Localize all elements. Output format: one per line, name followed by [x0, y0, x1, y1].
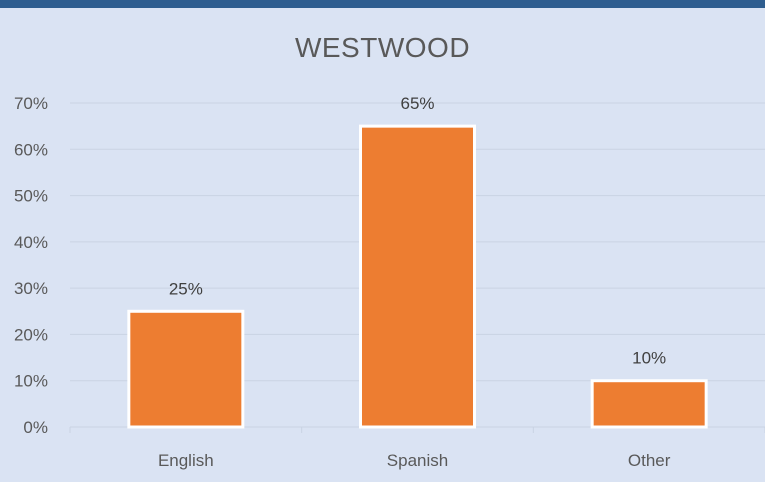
y-tick-label: 60%	[14, 140, 48, 159]
y-tick-label: 50%	[14, 187, 48, 206]
x-tick-label: Spanish	[387, 451, 448, 470]
data-label: 65%	[400, 94, 434, 113]
bars	[127, 124, 708, 429]
chart-title: WESTWOOD	[294, 32, 471, 63]
data-label: 25%	[169, 279, 203, 298]
x-axis-tick-labels: English Spanish Other	[158, 451, 671, 470]
y-tick-label: 70%	[14, 94, 48, 113]
y-tick-label: 20%	[14, 325, 48, 344]
x-tick-label: Other	[628, 451, 671, 470]
x-tick-label: English	[158, 451, 214, 470]
y-tick-label: 10%	[14, 372, 48, 391]
y-tick-label: 30%	[14, 279, 48, 298]
y-axis-tick-labels: 0% 10% 20% 30% 40% 50% 60% 70%	[14, 94, 48, 437]
bar-english	[127, 309, 245, 429]
top-accent-bar	[0, 0, 765, 8]
y-tick-label: 40%	[14, 233, 48, 252]
data-labels: 25% 65% 10%	[169, 94, 666, 368]
bar-other	[590, 379, 708, 429]
bar-spanish	[359, 124, 476, 429]
y-tick-label: 0%	[23, 418, 48, 437]
data-label: 10%	[632, 349, 666, 368]
